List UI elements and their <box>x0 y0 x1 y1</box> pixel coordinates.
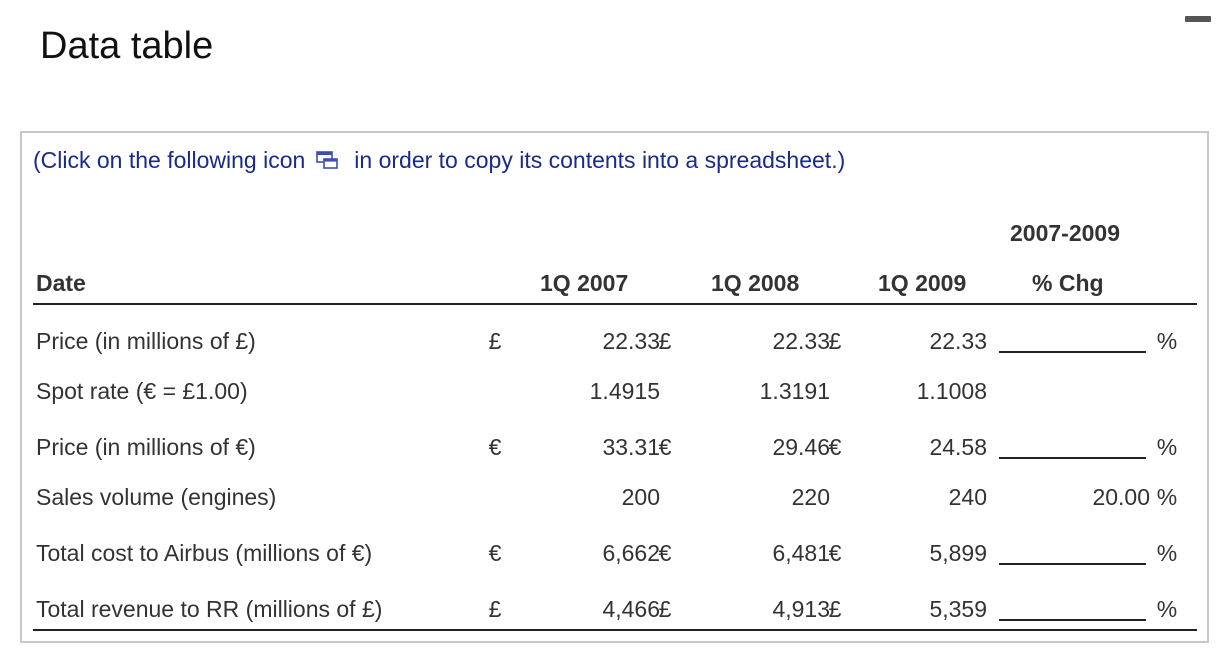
value-1q2009: 22.33 <box>929 328 987 354</box>
row-label: Price (in millions of €) <box>36 434 256 460</box>
value-1q2008: 1.3191 <box>759 378 830 404</box>
copy-to-spreadsheet-icon[interactable] <box>316 150 340 170</box>
table-row: Total cost to Airbus (millions of €) € 6… <box>0 536 1230 570</box>
currency-symbol: € <box>658 434 672 460</box>
row-label: Price (in millions of £) <box>36 328 256 354</box>
row-label: Sales volume (engines) <box>36 484 277 510</box>
value-1q2009: 24.58 <box>929 434 987 460</box>
value-1q2008: 29.46 <box>772 434 830 460</box>
menu-handle-icon[interactable] <box>1185 16 1211 22</box>
value-1q2009: 240 <box>948 484 987 510</box>
col-1q2008-header: 1Q 2008 <box>711 270 800 296</box>
value-1q2009: 1.1008 <box>916 378 987 404</box>
value-1q2007: 200 <box>621 484 660 510</box>
value-1q2007: 6,662 <box>602 540 660 566</box>
value-1q2007: 1.4915 <box>589 378 660 404</box>
row-label: Spot rate (€ = £1.00) <box>36 378 248 404</box>
pct-change-input[interactable] <box>999 333 1146 353</box>
percent-sign: % <box>1156 434 1178 460</box>
instruction-text-before: (Click on the following icon <box>33 146 306 173</box>
table-row: Sales volume (engines) 200 220 240 20.00… <box>0 480 1230 514</box>
currency-symbol: € <box>658 540 672 566</box>
page-title: Data table <box>40 25 214 67</box>
change-header-pct: % Chg <box>1032 270 1104 296</box>
value-1q2007: 4,466 <box>602 596 660 622</box>
col-1q2007-header: 1Q 2007 <box>540 270 629 296</box>
value-1q2009: 5,899 <box>929 540 987 566</box>
percent-sign: % <box>1156 484 1178 510</box>
percent-sign: % <box>1156 540 1178 566</box>
table-row: Total revenue to RR (millions of £) £ 4,… <box>0 592 1230 626</box>
table-row: Spot rate (€ = £1.00) 1.4915 1.3191 1.10… <box>0 374 1230 408</box>
currency-symbol: £ <box>658 328 672 354</box>
pct-change-input[interactable] <box>999 545 1146 565</box>
table-row: Price (in millions of £) £ 22.33 £ 22.33… <box>0 324 1230 358</box>
date-column-header: Date <box>36 270 86 296</box>
currency-symbol: € <box>828 434 842 460</box>
footer-rule <box>33 629 1197 631</box>
currency-symbol: £ <box>828 596 842 622</box>
pct-change-input[interactable] <box>999 601 1146 621</box>
data-table-panel <box>20 131 1209 643</box>
value-1q2009: 5,359 <box>929 596 987 622</box>
copy-instruction: (Click on the following icon in order to… <box>33 146 845 174</box>
currency-symbol: € <box>488 434 502 460</box>
currency-symbol: € <box>828 540 842 566</box>
col-1q2009-header: 1Q 2009 <box>878 270 967 296</box>
pct-change-input[interactable] <box>999 439 1146 459</box>
currency-symbol: £ <box>488 328 502 354</box>
value-1q2008: 6,481 <box>772 540 830 566</box>
row-label: Total revenue to RR (millions of £) <box>36 596 383 622</box>
value-1q2008: 4,913 <box>772 596 830 622</box>
percent-sign: % <box>1156 328 1178 354</box>
value-1q2008: 22.33 <box>772 328 830 354</box>
row-label: Total cost to Airbus (millions of €) <box>36 540 373 566</box>
table-row: Price (in millions of €) € 33.31 € 29.46… <box>0 430 1230 464</box>
currency-symbol: £ <box>488 596 502 622</box>
header-rule <box>33 303 1197 305</box>
value-1q2007: 33.31 <box>602 434 660 460</box>
currency-symbol: £ <box>658 596 672 622</box>
value-1q2007: 22.33 <box>602 328 660 354</box>
value-1q2008: 220 <box>791 484 830 510</box>
currency-symbol: £ <box>828 328 842 354</box>
currency-symbol: € <box>488 540 502 566</box>
instruction-text-after: in order to copy its contents into a spr… <box>354 146 846 173</box>
pct-change-value: 20.00 <box>1092 484 1150 510</box>
change-header-years: 2007-2009 <box>1010 220 1120 246</box>
percent-sign: % <box>1156 596 1178 622</box>
